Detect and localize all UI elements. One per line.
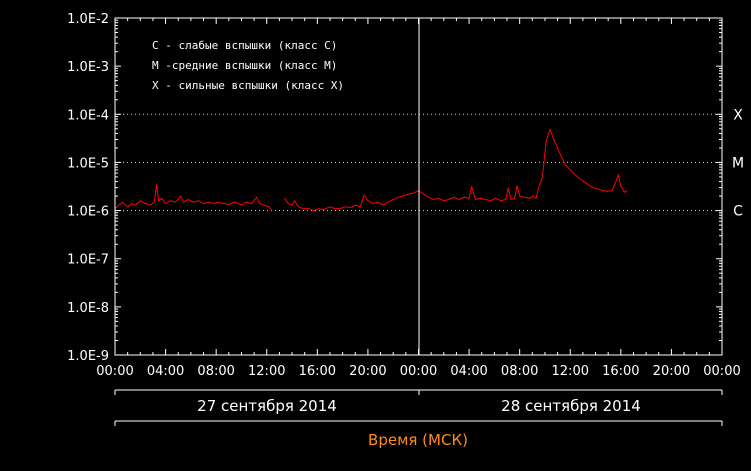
level-label-c: C <box>733 204 743 220</box>
y-tick-label: 1.0E-5 <box>67 156 109 171</box>
x-tick-label: 00:00 <box>703 364 740 379</box>
y-tick-label: 1.0E-4 <box>67 108 109 123</box>
x-tick-label: 16:00 <box>602 364 639 379</box>
y-axis-ticks: 1.0E-2 1.0E-3 1.0E-4 1.0E-5 1.0E-6 1.0E-7 1.0E… <box>67 12 722 364</box>
flux-series-line <box>114 184 273 211</box>
flux-series <box>114 128 628 212</box>
date-label-day2: 28 сентября 2014 <box>501 397 641 415</box>
x-tick-label: 20:00 <box>349 364 386 379</box>
flux-series-line <box>284 128 628 212</box>
x-tick-label: 00:00 <box>400 364 437 379</box>
y-tick-label: 1.0E-3 <box>67 60 109 75</box>
x-axis-title: Время (МСК) <box>368 431 468 449</box>
legend: C - слабые вспышки (класс C) M -средние … <box>152 39 344 92</box>
time-bracket: Время (МСК) <box>114 420 723 449</box>
x-tick-label: 00:00 <box>96 364 133 379</box>
legend-item-c: C - слабые вспышки (класс C) <box>152 39 337 52</box>
legend-item-x: X - сильные вспышки (класс X) <box>152 79 344 92</box>
x-tick-label: 08:00 <box>501 364 538 379</box>
y-tick-label: 1.0E-9 <box>67 349 109 364</box>
level-label-m: M <box>732 155 744 171</box>
x-tick-label: 08:00 <box>197 364 234 379</box>
x-tick-label: 12:00 <box>552 364 589 379</box>
x-tick-label: 20:00 <box>653 364 690 379</box>
flare-level-labels: X M C <box>732 107 744 219</box>
x-tick-label: 12:00 <box>248 364 285 379</box>
legend-item-m: M -средние вспышки (класс M) <box>152 59 337 72</box>
x-tick-label: 04:00 <box>147 364 184 379</box>
y-tick-label: 1.0E-8 <box>67 301 109 316</box>
date-bracket: 27 сентября 2014 28 сентября 2014 <box>114 389 723 415</box>
x-tick-label: 04:00 <box>450 364 487 379</box>
x-tick-label: 16:00 <box>299 364 336 379</box>
date-label-day1: 27 сентября 2014 <box>197 397 337 415</box>
level-label-x: X <box>733 107 743 123</box>
x-axis-ticks: 00:00 04:00 08:00 12:00 16:00 20:00 00:00 04:00… <box>96 18 741 379</box>
y-tick-label: 1.0E-2 <box>67 12 109 27</box>
y-tick-label: 1.0E-7 <box>67 253 109 268</box>
y-tick-label: 1.0E-6 <box>67 205 109 220</box>
